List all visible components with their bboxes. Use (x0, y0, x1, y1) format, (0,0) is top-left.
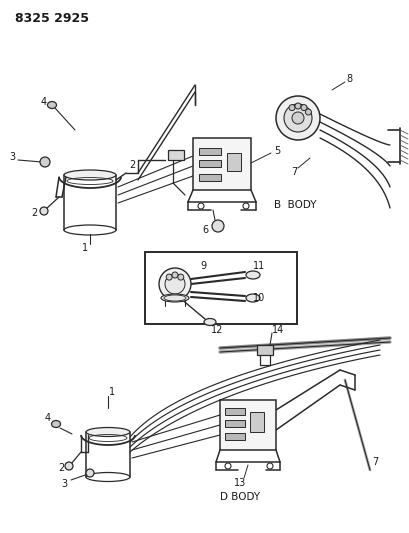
Circle shape (294, 103, 300, 109)
Circle shape (211, 220, 223, 232)
Ellipse shape (64, 170, 116, 180)
Bar (145, 252, 296, 324)
Text: 8325 2925: 8325 2925 (15, 12, 89, 25)
Text: 3: 3 (61, 479, 67, 489)
Bar (198, 160, 220, 167)
Text: 14: 14 (271, 325, 283, 335)
Circle shape (178, 274, 183, 280)
Circle shape (40, 207, 48, 215)
Ellipse shape (52, 421, 61, 427)
Circle shape (159, 268, 191, 300)
Circle shape (291, 112, 303, 124)
Circle shape (86, 469, 94, 477)
Text: 11: 11 (252, 261, 265, 271)
Ellipse shape (86, 427, 130, 437)
Bar (225, 408, 245, 415)
Text: 1: 1 (82, 243, 88, 253)
Text: 5: 5 (273, 146, 279, 156)
Circle shape (283, 104, 311, 132)
Bar (225, 433, 245, 440)
Ellipse shape (161, 294, 189, 302)
Text: 4: 4 (45, 413, 51, 423)
Text: 2: 2 (58, 463, 64, 473)
Circle shape (288, 104, 294, 111)
Bar (256, 345, 272, 355)
Ellipse shape (204, 319, 216, 326)
Ellipse shape (47, 101, 56, 109)
Circle shape (275, 96, 319, 140)
Bar (193, 138, 250, 190)
Text: 7: 7 (290, 167, 297, 177)
Circle shape (65, 462, 73, 470)
Bar (220, 400, 275, 450)
Text: 3: 3 (9, 152, 15, 162)
Text: 2: 2 (128, 160, 135, 170)
Bar (198, 148, 220, 155)
Circle shape (300, 104, 306, 111)
Text: 10: 10 (252, 293, 265, 303)
Circle shape (164, 274, 184, 294)
Text: D BODY: D BODY (219, 492, 259, 502)
Text: 7: 7 (371, 457, 377, 467)
Text: 2: 2 (31, 208, 37, 218)
Text: 4: 4 (41, 97, 47, 107)
Ellipse shape (245, 294, 259, 302)
Circle shape (40, 157, 50, 167)
Text: 13: 13 (233, 478, 245, 488)
Bar (227, 153, 240, 171)
Bar (249, 412, 263, 432)
Ellipse shape (245, 271, 259, 279)
Circle shape (305, 109, 310, 115)
Bar (168, 150, 184, 160)
Text: 1: 1 (109, 387, 115, 397)
Text: B  BODY: B BODY (273, 200, 315, 210)
Bar (198, 174, 220, 181)
Text: 12: 12 (210, 325, 222, 335)
Circle shape (172, 272, 178, 278)
Text: 8: 8 (345, 74, 351, 84)
Text: 6: 6 (202, 225, 207, 235)
Bar (225, 420, 245, 427)
Text: 9: 9 (200, 261, 206, 271)
Circle shape (166, 274, 172, 280)
